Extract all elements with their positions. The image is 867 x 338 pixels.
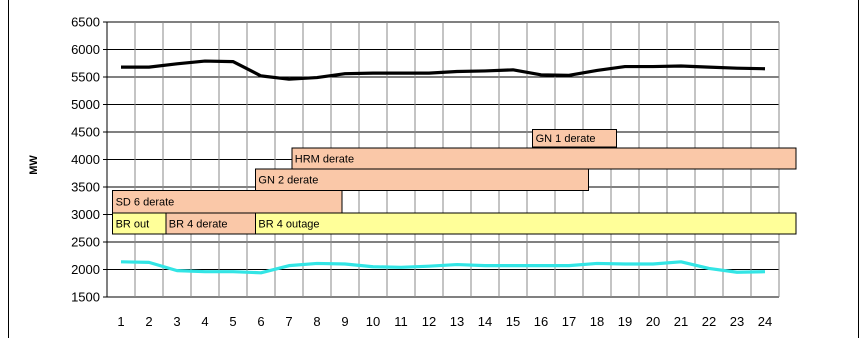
x-tick-label: 14 bbox=[478, 314, 492, 329]
x-tick-label: 5 bbox=[229, 314, 236, 329]
x-tick-label: 13 bbox=[450, 314, 464, 329]
x-tick-label: 3 bbox=[173, 314, 180, 329]
event-bar-label: GN 1 derate bbox=[536, 133, 596, 145]
event-bar bbox=[291, 147, 797, 170]
x-tick-label: 1 bbox=[117, 314, 124, 329]
x-tick-label: 11 bbox=[394, 314, 408, 329]
x-tick-label: 8 bbox=[313, 314, 320, 329]
x-tick-label: 9 bbox=[341, 314, 348, 329]
series-line bbox=[120, 260, 766, 275]
y-tick-labels: 6500 6000 5500 5000 4500 4000 3500 3000 2500 2000… bbox=[71, 15, 100, 305]
event-bar bbox=[254, 168, 590, 191]
event-bar-label: SD 6 derate bbox=[116, 197, 175, 209]
series-lines bbox=[120, 59, 766, 275]
y-tick-label: 5000 bbox=[71, 97, 100, 112]
x-tick-label: 4 bbox=[201, 314, 208, 329]
x-tick-label: 10 bbox=[366, 314, 380, 329]
y-tick-label: 4500 bbox=[71, 125, 100, 140]
x-tick-label: 6 bbox=[257, 314, 264, 329]
x-tick-labels: 1 2 3 4 5 6 7 8 9 10 11 12 13 14 15 16 17 18 19 20 21 22 23 24 bbox=[117, 314, 772, 329]
x-tick-label: 20 bbox=[646, 314, 660, 329]
x-tick-label: 22 bbox=[702, 314, 716, 329]
y-tick-label: 3000 bbox=[71, 207, 100, 222]
chart-frame: GN 1 derate HRM derate GN 2 derate SD 6 der… bbox=[8, 0, 859, 338]
y-tick-label: 5500 bbox=[71, 70, 100, 85]
x-tick-label: 24 bbox=[758, 314, 772, 329]
x-tick-label: 2 bbox=[145, 314, 152, 329]
event-bars: GN 1 derate HRM derate GN 2 derate SD 6 der… bbox=[112, 128, 797, 235]
x-tick-label: 18 bbox=[590, 314, 604, 329]
y-tick-label: 6500 bbox=[71, 15, 100, 30]
event-bar-label: BR 4 outage bbox=[258, 218, 319, 230]
event-bar-label: BR out bbox=[116, 218, 150, 230]
x-tick-label: 7 bbox=[285, 314, 292, 329]
y-tick-label: 6000 bbox=[71, 42, 100, 57]
x-tick-label: 16 bbox=[534, 314, 548, 329]
y-tick-label: 3500 bbox=[71, 180, 100, 195]
x-tick-label: 19 bbox=[618, 314, 632, 329]
event-bar-label: BR 4 derate bbox=[169, 218, 228, 230]
series-line bbox=[121, 59, 766, 81]
event-bar bbox=[254, 212, 797, 235]
x-tick-label: 15 bbox=[506, 314, 520, 329]
y-axis-label: MW bbox=[28, 155, 40, 175]
x-tick-label: 17 bbox=[562, 314, 576, 329]
event-bar-label: HRM derate bbox=[295, 153, 354, 165]
x-tick-label: 21 bbox=[674, 314, 688, 329]
y-tick-label: 1500 bbox=[71, 290, 100, 305]
y-tick-label: 2000 bbox=[71, 262, 100, 277]
x-tick-label: 23 bbox=[730, 314, 744, 329]
mw-chart: GN 1 derate HRM derate GN 2 derate SD 6 der… bbox=[28, 15, 797, 329]
event-bar-label: GN 2 derate bbox=[258, 175, 318, 187]
y-tick-label: 2500 bbox=[71, 235, 100, 250]
event-bar bbox=[532, 128, 618, 148]
x-tick-label: 12 bbox=[422, 314, 436, 329]
y-tick-label: 4000 bbox=[71, 152, 100, 167]
